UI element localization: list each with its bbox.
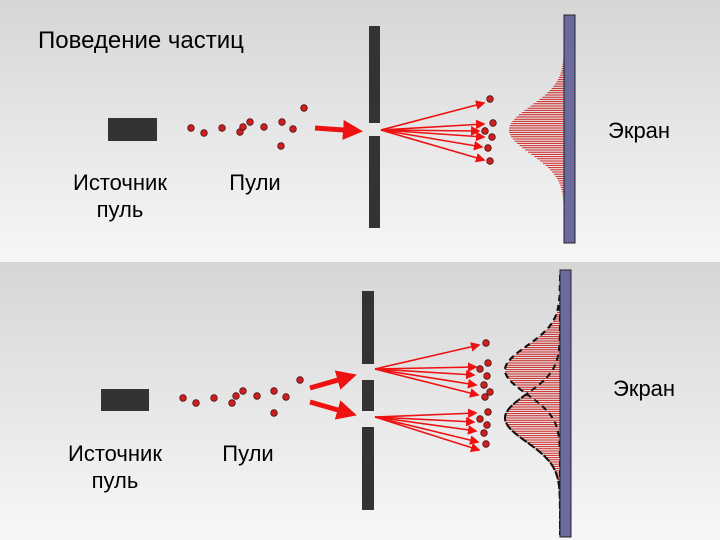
bullet bbox=[480, 381, 488, 389]
barrier-upper bbox=[369, 26, 380, 123]
bullet bbox=[484, 408, 492, 416]
scatter-arrow bbox=[374, 416, 480, 445]
bullet bbox=[486, 157, 494, 165]
barrier-lower bbox=[369, 136, 380, 228]
scatter-arrow bbox=[374, 342, 481, 370]
bullet bbox=[482, 440, 490, 448]
screen bbox=[563, 14, 576, 244]
bullet bbox=[481, 127, 489, 135]
incoming-arrow bbox=[314, 119, 363, 140]
distribution-pattern bbox=[509, 57, 564, 204]
bullet bbox=[476, 415, 484, 423]
bullet bbox=[232, 392, 240, 400]
scatter-arrow bbox=[374, 408, 478, 419]
source-label-line1: Источник bbox=[68, 441, 162, 466]
top-panel: Экран Источник пуль Пули bbox=[73, 14, 670, 244]
incoming-arrow-lower bbox=[309, 399, 357, 420]
bullet bbox=[270, 387, 278, 395]
source-label-line1: Источник bbox=[73, 170, 167, 195]
bullets-label: Пули bbox=[229, 170, 280, 195]
scatter-arrow bbox=[374, 368, 476, 380]
source-label-line2: пуль bbox=[97, 197, 144, 222]
bullet bbox=[192, 399, 200, 407]
bullet bbox=[484, 144, 492, 152]
bullet bbox=[239, 387, 247, 395]
bullet bbox=[187, 124, 195, 132]
bullet bbox=[483, 421, 491, 429]
bullet bbox=[482, 339, 490, 347]
scatter-arrow bbox=[374, 416, 481, 453]
bullet bbox=[483, 372, 491, 380]
bullet-stream bbox=[179, 376, 304, 417]
bullet bbox=[228, 399, 236, 407]
bullet bbox=[486, 95, 494, 103]
hit-bullets bbox=[481, 95, 497, 165]
scatter-arrow bbox=[374, 416, 478, 435]
bullet bbox=[484, 359, 492, 367]
bullet bbox=[481, 393, 489, 401]
incoming-arrow-upper bbox=[309, 370, 357, 391]
bullet bbox=[246, 118, 254, 126]
slide-title: Поведение частиц bbox=[38, 27, 244, 54]
bullet bbox=[270, 409, 278, 417]
bullet bbox=[296, 376, 304, 384]
bullet-source bbox=[101, 389, 149, 411]
bullet bbox=[179, 394, 187, 402]
bullets-label: Пули bbox=[222, 441, 273, 466]
bullet bbox=[476, 365, 484, 373]
scatter-arrow bbox=[380, 100, 486, 131]
barrier-top bbox=[362, 291, 374, 364]
scatter-arrows bbox=[374, 342, 481, 453]
scatter-arrow bbox=[374, 416, 476, 427]
bullet bbox=[253, 392, 261, 400]
bullet bbox=[239, 123, 247, 131]
bullet-source bbox=[108, 118, 157, 141]
screen-label: Экран bbox=[608, 118, 670, 143]
scatter-arrow bbox=[374, 368, 480, 398]
bullet bbox=[289, 125, 297, 133]
bullet bbox=[282, 393, 290, 401]
bullet bbox=[480, 429, 488, 437]
scatter-arrow bbox=[380, 129, 486, 142]
barrier-middle bbox=[362, 380, 374, 411]
bullet-stream bbox=[187, 104, 308, 150]
bullet bbox=[278, 118, 286, 126]
bullet bbox=[486, 388, 494, 396]
barrier-bottom bbox=[362, 427, 374, 510]
hit-bullets bbox=[476, 339, 494, 448]
scatter-arrow bbox=[374, 368, 478, 389]
bullet bbox=[277, 142, 285, 150]
bullet bbox=[300, 104, 308, 112]
bullet bbox=[488, 133, 496, 141]
scatter-arrow bbox=[380, 119, 486, 131]
bullet bbox=[200, 129, 208, 137]
scatter-arrows bbox=[380, 100, 486, 163]
scatter-arrow bbox=[374, 362, 478, 372]
source-label-line2: пуль bbox=[92, 468, 139, 493]
bullet bbox=[218, 124, 226, 132]
scatter-arrow bbox=[380, 129, 484, 151]
bullet bbox=[489, 119, 497, 127]
bottom-panel: Экран Источник пуль Пули bbox=[68, 269, 675, 538]
bullet bbox=[260, 123, 268, 131]
bullet bbox=[210, 394, 218, 402]
scatter-arrow bbox=[380, 126, 481, 136]
screen bbox=[559, 269, 572, 538]
screen-label: Экран bbox=[613, 376, 675, 401]
scatter-arrow bbox=[380, 129, 486, 163]
